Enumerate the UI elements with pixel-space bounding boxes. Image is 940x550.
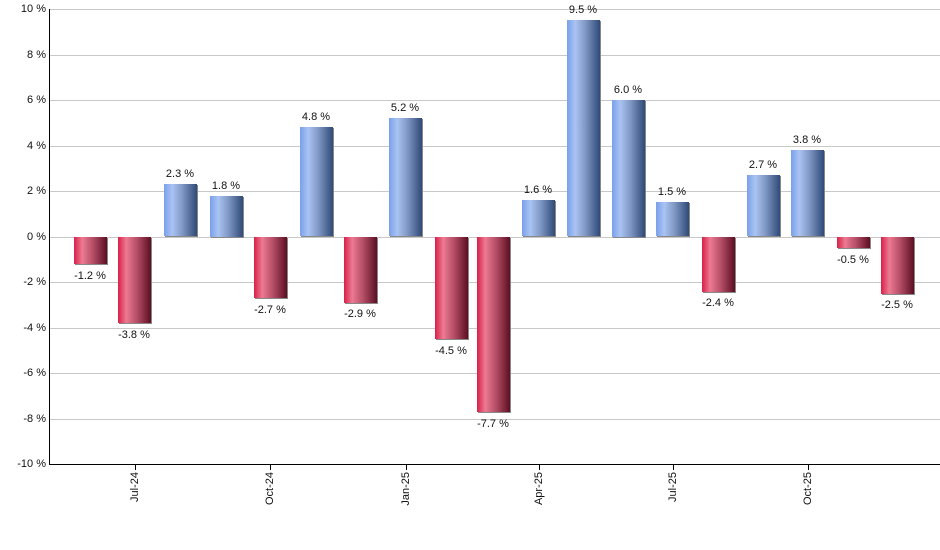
x-tick-mark: [808, 465, 809, 470]
y-tick-label: 8 %: [27, 49, 46, 61]
bar-jul-25: [656, 202, 689, 236]
bar-sep-25: [747, 175, 780, 236]
value-label: 2.7 %: [748, 159, 778, 171]
gridline: [50, 146, 940, 147]
y-tick-label: -2 %: [23, 276, 46, 288]
gridline: [50, 9, 940, 10]
y-tick-label: 0 %: [27, 231, 46, 243]
x-tick-label: Oct-25: [802, 472, 814, 506]
y-axis-line: [49, 9, 50, 465]
bar-jul-24: [118, 237, 151, 323]
bar-apr-25: [522, 200, 555, 236]
bar-dec-24: [344, 237, 377, 303]
bar-jun-25: [612, 100, 645, 237]
bar-oct-25: [791, 150, 824, 236]
gridline: [50, 100, 940, 101]
bar-aug-25: [702, 237, 735, 292]
value-label: 3.8 %: [792, 134, 822, 146]
x-tick-mark: [406, 465, 407, 470]
x-tick-label: Jul-25: [667, 472, 679, 502]
x-tick-label: Jan-25: [400, 472, 412, 506]
bar-dec-25: [881, 237, 914, 294]
value-label: -2.7 %: [254, 304, 286, 316]
bar-oct-24: [254, 237, 287, 298]
bar-jan-25: [389, 118, 422, 236]
value-label: -1.2 %: [74, 270, 106, 282]
x-tick-label: Oct-24: [264, 472, 276, 506]
value-label: -2.9 %: [344, 308, 376, 320]
bar-mar-25: [477, 237, 510, 412]
bar-may-25: [567, 20, 600, 236]
value-label: 9.5 %: [568, 4, 598, 16]
value-label: 2.3 %: [165, 168, 195, 180]
gridline: [50, 419, 940, 420]
x-tick-mark: [539, 465, 540, 470]
bar-feb-25: [435, 237, 468, 339]
y-tick-label: 4 %: [27, 140, 46, 152]
value-label: -7.7 %: [477, 418, 509, 430]
bar-aug-24: [164, 184, 197, 236]
bar-nov-24: [300, 127, 333, 236]
bar-nov-25: [837, 237, 870, 248]
x-tick-mark: [270, 465, 271, 470]
value-label: -4.5 %: [435, 345, 467, 357]
value-label: 6.0 %: [613, 84, 643, 96]
value-label: -2.5 %: [881, 299, 913, 311]
y-tick-label: -4 %: [23, 322, 46, 334]
value-label: 1.6 %: [523, 184, 553, 196]
x-tick-mark: [135, 465, 136, 470]
x-axis-line: [49, 464, 940, 465]
x-tick-label: Apr-25: [533, 472, 545, 506]
y-tick-label: -10 %: [17, 458, 46, 470]
value-label: 1.8 %: [211, 180, 241, 192]
y-tick-label: -8 %: [23, 413, 46, 425]
y-tick-label: 10 %: [20, 3, 46, 15]
bar-jun-24: [74, 237, 107, 264]
value-label: 1.5 %: [657, 186, 687, 198]
y-tick-label: -6 %: [23, 367, 46, 379]
value-label: -2.4 %: [702, 297, 734, 309]
y-tick-label: 6 %: [27, 94, 46, 106]
x-tick-label: Jul-24: [129, 472, 141, 502]
y-tick-label: 2 %: [27, 185, 46, 197]
gridline: [50, 191, 940, 192]
value-label: -3.8 %: [118, 329, 150, 341]
value-label: 4.8 %: [301, 111, 331, 123]
value-label: 5.2 %: [390, 102, 420, 114]
value-label: -0.5 %: [837, 254, 869, 266]
x-tick-mark: [673, 465, 674, 470]
bar-sep-24: [210, 196, 243, 237]
gridline: [50, 55, 940, 56]
